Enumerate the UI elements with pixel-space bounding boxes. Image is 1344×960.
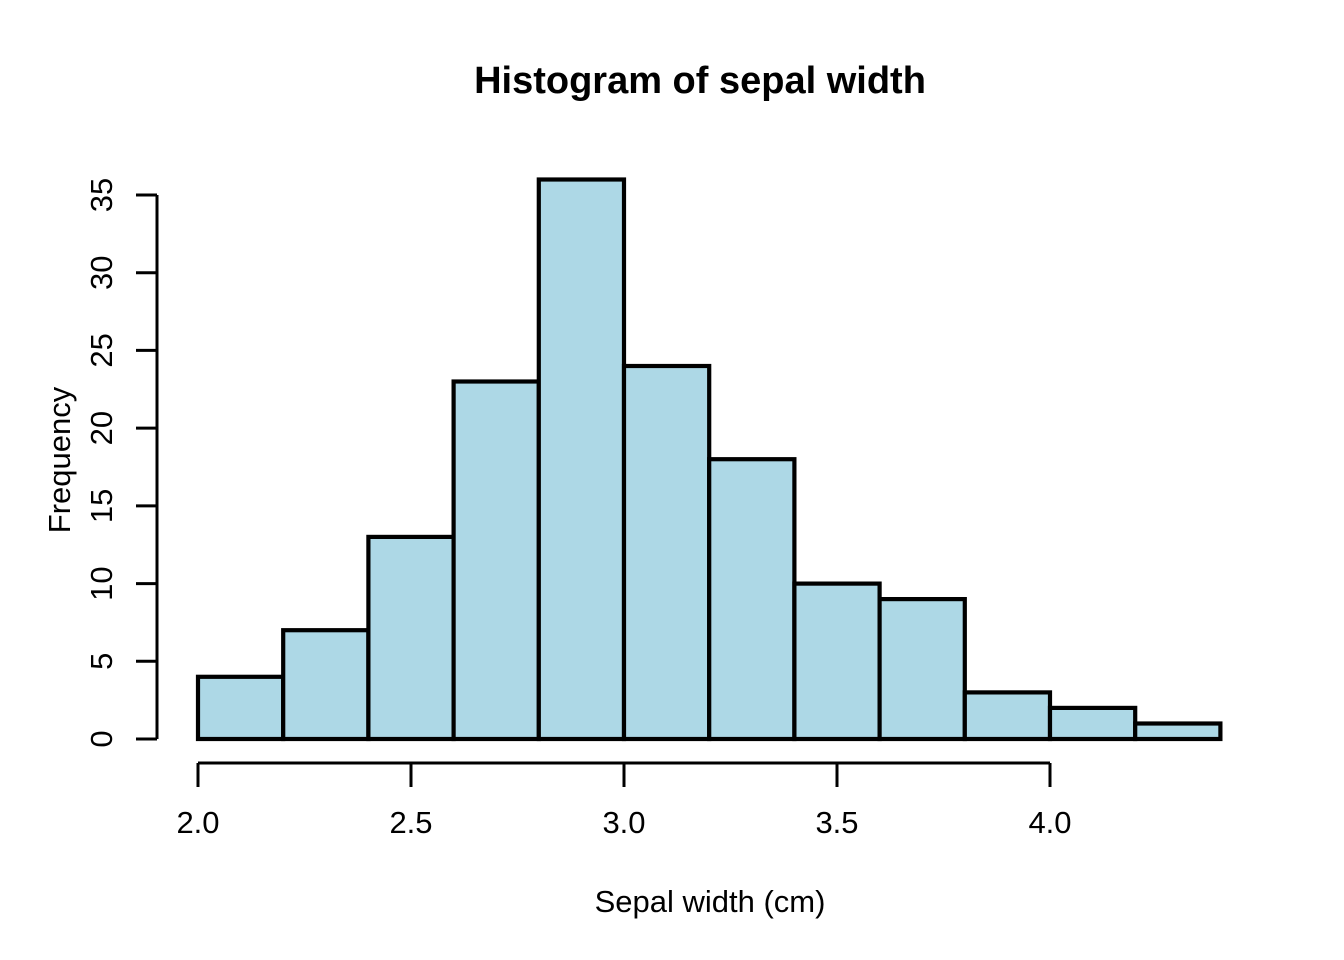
y-tick-label: 5 <box>84 653 119 670</box>
x-axis-title: Sepal width (cm) <box>595 884 826 919</box>
histogram-bar <box>1133 721 1223 742</box>
histogram-bar <box>1047 705 1138 742</box>
x-tick-label: 3.0 <box>602 805 645 840</box>
x-axis: 2.0 2.5 3.0 3.5 4.0 <box>176 761 1072 840</box>
histogram-bar <box>195 674 286 742</box>
histogram-bar <box>366 534 456 742</box>
x-tick-label: 4.0 <box>1028 805 1071 840</box>
bars-group <box>195 177 1223 742</box>
y-tick-label: 10 <box>84 566 119 600</box>
histogram-bar <box>621 363 712 742</box>
histogram-bar <box>877 596 967 742</box>
y-tick-label: 35 <box>84 178 119 212</box>
y-tick-label: 30 <box>84 255 119 289</box>
y-tick-label: 25 <box>84 333 119 367</box>
histogram-bar <box>962 690 1053 742</box>
y-axis: 0 5 10 15 20 25 30 35 <box>84 178 159 748</box>
y-tick-label: 15 <box>84 489 119 523</box>
chart-title: Histogram of sepal width <box>474 60 926 102</box>
y-tick-label: 20 <box>84 411 119 445</box>
histogram-bar <box>281 628 371 742</box>
histogram-bar <box>792 581 882 742</box>
x-tick-label: 3.5 <box>815 805 858 840</box>
y-axis-title: Frequency <box>42 386 77 533</box>
y-tick-label: 0 <box>84 730 119 747</box>
x-tick-label: 2.0 <box>176 805 219 840</box>
x-tick-label: 2.5 <box>389 805 432 840</box>
histogram-bar <box>707 457 797 742</box>
histogram-bar <box>451 379 541 742</box>
histogram-bar <box>536 177 627 742</box>
